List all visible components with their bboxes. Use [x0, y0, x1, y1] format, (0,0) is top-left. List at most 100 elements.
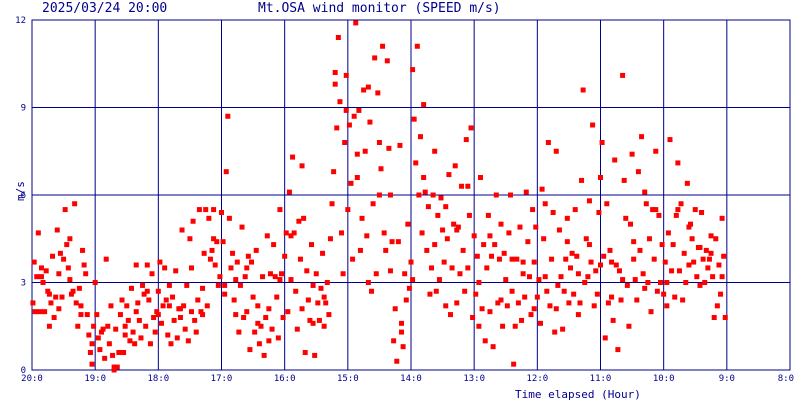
- data-point: [132, 341, 138, 347]
- x-tick-labels: 20:0 19:0 18:0 17:0 16:0 15:0 14:0 13:0 12:0 11:0…: [21, 374, 794, 384]
- data-point: [309, 242, 315, 248]
- data-point: [351, 113, 357, 119]
- x-tick-label: 13:0: [463, 374, 485, 384]
- data-point: [72, 201, 78, 207]
- y-tick-label: 0: [21, 366, 26, 376]
- data-point: [561, 288, 567, 294]
- data-point: [631, 256, 637, 262]
- data-point: [664, 280, 670, 285]
- data-point: [436, 277, 442, 283]
- data-point: [187, 236, 193, 242]
- data-point: [111, 364, 117, 370]
- data-point: [61, 256, 67, 262]
- data-point: [610, 317, 616, 323]
- data-point: [714, 303, 720, 309]
- data-point: [462, 288, 468, 294]
- data-point: [166, 282, 172, 288]
- data-point: [669, 268, 675, 274]
- data-point: [32, 309, 38, 315]
- data-point: [507, 192, 513, 198]
- data-point: [226, 215, 232, 221]
- data-point: [67, 277, 73, 283]
- data-point: [596, 210, 602, 215]
- data-point: [710, 274, 716, 280]
- data-point: [425, 204, 431, 210]
- data-point: [57, 250, 63, 256]
- data-point: [362, 148, 368, 154]
- data-point: [211, 236, 217, 242]
- data-point: [443, 204, 449, 210]
- data-point: [219, 210, 224, 215]
- data-point: [56, 271, 62, 277]
- x-tick-label: 17:0: [211, 374, 233, 384]
- data-point: [80, 247, 86, 253]
- data-point: [485, 212, 491, 218]
- data-point: [496, 256, 502, 262]
- data-point: [498, 297, 504, 303]
- data-point: [335, 35, 341, 40]
- data-point: [433, 288, 439, 294]
- data-point: [605, 300, 611, 306]
- x-tick-label: 8:0: [778, 374, 794, 384]
- data-point: [699, 210, 705, 215]
- data-point: [680, 297, 686, 303]
- data-point: [386, 145, 392, 151]
- data-point: [345, 207, 351, 213]
- data-point: [582, 280, 588, 285]
- data-point: [297, 256, 303, 262]
- data-point: [601, 253, 607, 259]
- data-point: [678, 201, 684, 207]
- data-point: [468, 125, 474, 131]
- data-point: [474, 253, 480, 259]
- data-point: [359, 215, 365, 221]
- data-point: [654, 288, 660, 294]
- data-point: [526, 274, 532, 280]
- data-point: [122, 323, 128, 329]
- data-point: [354, 151, 360, 157]
- x-axis-label: Time elapsed (Hour): [515, 388, 641, 400]
- data-point: [83, 271, 89, 277]
- data-point: [470, 315, 476, 320]
- data-point: [277, 207, 283, 213]
- data-point: [299, 163, 305, 169]
- data-point: [612, 157, 618, 163]
- x-tick-label: 9:0: [719, 374, 735, 384]
- data-point: [255, 320, 261, 326]
- data-point: [482, 338, 488, 344]
- data-point: [285, 309, 291, 315]
- data-point: [247, 347, 253, 353]
- data-point: [78, 303, 84, 309]
- data-point: [438, 195, 444, 201]
- data-point: [113, 326, 119, 332]
- data-point: [414, 43, 420, 49]
- data-point: [586, 198, 592, 204]
- data-point: [301, 215, 307, 221]
- x-tick-label: 12:0: [526, 374, 548, 384]
- data-point: [192, 317, 198, 323]
- data-point: [141, 291, 147, 297]
- data-point: [621, 177, 627, 183]
- data-point: [492, 242, 498, 248]
- data-point: [258, 323, 264, 329]
- data-point: [65, 265, 71, 271]
- data-point: [230, 250, 236, 256]
- data-point: [490, 344, 496, 350]
- data-point: [416, 192, 422, 198]
- data-point: [389, 239, 395, 245]
- data-point: [155, 288, 161, 294]
- data-point: [117, 312, 123, 318]
- data-point: [512, 323, 518, 329]
- data-point: [256, 341, 262, 347]
- data-point: [531, 259, 537, 265]
- data-point: [327, 236, 333, 242]
- data-point: [432, 148, 438, 154]
- data-point: [580, 87, 586, 93]
- data-point: [225, 113, 231, 119]
- data-point: [560, 326, 566, 332]
- data-point: [313, 271, 319, 277]
- data-point: [457, 271, 463, 277]
- data-point: [676, 268, 682, 274]
- data-point: [135, 300, 141, 306]
- data-point: [609, 294, 615, 300]
